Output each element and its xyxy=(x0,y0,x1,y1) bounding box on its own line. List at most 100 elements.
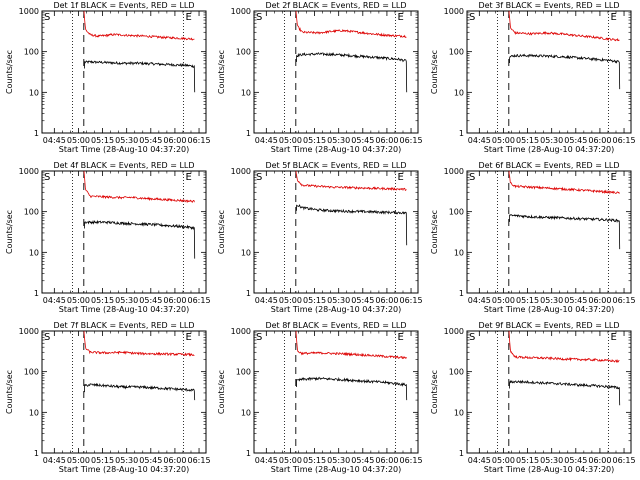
start-marker-label: S xyxy=(44,12,50,23)
start-marker-label: S xyxy=(469,12,475,23)
panel-title: Det 5f BLACK = Events, RED = LLD xyxy=(265,161,406,170)
x-tick-label: 05:15 xyxy=(516,296,539,305)
y-axis-label: Counts/sec xyxy=(5,210,14,254)
x-axis-label: Start Time (28-Aug-10 04:37:20) xyxy=(484,145,615,154)
y-tick-label: 10 xyxy=(241,88,251,97)
x-axis-label: Start Time (28-Aug-10 04:37:20) xyxy=(484,465,615,474)
x-axis-label: Start Time (28-Aug-10 04:37:20) xyxy=(271,145,402,154)
panel-det-5: Det 5f BLACK = Events, RED = LLD 1 10 100 10… xyxy=(217,161,423,314)
x-tick-label: 06:00 xyxy=(375,456,398,465)
x-tick-label: 05:45 xyxy=(351,456,374,465)
events-series-line xyxy=(296,376,408,401)
x-tick-label: 06:15 xyxy=(188,456,211,465)
y-axis-label: Counts/sec xyxy=(5,50,14,94)
lld-series-line xyxy=(295,331,407,360)
panel-title: Det 2f BLACK = Events, RED = LLD xyxy=(265,1,406,10)
y-tick-label: 1000 xyxy=(444,7,464,16)
plot-frame xyxy=(253,330,419,454)
events-series-line xyxy=(84,60,196,93)
x-axis-label: Start Time (28-Aug-10 04:37:20) xyxy=(271,305,402,314)
x-tick-label: 04:45 xyxy=(43,296,66,305)
x-tick-label: 05:30 xyxy=(327,296,350,305)
y-tick-label: 1 xyxy=(246,289,251,298)
x-tick-label: 04:45 xyxy=(468,136,491,145)
x-tick-label: 05:15 xyxy=(91,456,114,465)
x-tick-label: 05:15 xyxy=(516,456,539,465)
x-tick-label: 06:00 xyxy=(163,296,186,305)
x-tick-label: 05:00 xyxy=(492,136,515,145)
y-tick-label: 100 xyxy=(24,208,39,217)
panel-title: Det 7f BLACK = Events, RED = LLD xyxy=(53,321,194,330)
y-tick-label: 10 xyxy=(29,408,39,417)
end-marker-label: E xyxy=(185,332,191,343)
x-tick-label: 05:45 xyxy=(564,296,587,305)
panel-det-2: Det 2f BLACK = Events, RED = LLD 1 10 100 10… xyxy=(217,1,423,154)
y-axis-label: Counts/sec xyxy=(430,370,439,414)
plot-frame xyxy=(253,10,419,134)
y-tick-label: 1000 xyxy=(19,327,39,336)
x-tick-label: 05:45 xyxy=(351,296,374,305)
end-marker-label: E xyxy=(397,332,403,343)
panel-det-6: Det 6f BLACK = Events, RED = LLD 1 10 100 10… xyxy=(430,161,636,314)
x-tick-label: 05:00 xyxy=(492,296,515,305)
start-marker-label: S xyxy=(469,172,475,183)
y-tick-label: 1 xyxy=(246,449,251,458)
x-axis-label: Start Time (28-Aug-10 04:37:20) xyxy=(484,305,615,314)
events-series-line xyxy=(509,214,621,250)
x-tick-label: 06:15 xyxy=(613,456,636,465)
plot-frame xyxy=(253,170,419,294)
x-tick-label: 04:45 xyxy=(468,296,491,305)
x-tick-label: 06:00 xyxy=(375,136,398,145)
x-tick-label: 06:15 xyxy=(400,456,423,465)
events-series-line xyxy=(84,219,196,259)
x-tick-label: 05:00 xyxy=(67,296,90,305)
y-tick-label: 10 xyxy=(29,248,39,257)
y-tick-label: 1 xyxy=(34,449,39,458)
x-tick-label: 05:45 xyxy=(139,136,162,145)
x-tick-label: 05:00 xyxy=(67,456,90,465)
y-tick-label: 100 xyxy=(449,368,464,377)
lld-series-line xyxy=(508,331,620,364)
x-tick-label: 05:30 xyxy=(115,456,138,465)
end-marker-label: E xyxy=(610,172,616,183)
start-marker-label: S xyxy=(256,332,262,343)
start-marker-label: S xyxy=(44,332,50,343)
lld-series-line xyxy=(83,331,195,357)
y-tick-label: 10 xyxy=(454,408,464,417)
x-tick-label: 06:00 xyxy=(588,456,611,465)
panel-det-7: Det 7f BLACK = Events, RED = LLD 1 10 100 10… xyxy=(5,321,211,474)
x-tick-label: 05:30 xyxy=(540,296,563,305)
panel-title: Det 9f BLACK = Events, RED = LLD xyxy=(478,321,619,330)
end-marker-label: E xyxy=(185,12,191,23)
end-marker-label: E xyxy=(397,12,403,23)
x-tick-label: 04:45 xyxy=(255,136,278,145)
x-tick-label: 05:15 xyxy=(303,136,326,145)
x-tick-label: 05:00 xyxy=(67,136,90,145)
x-tick-label: 05:30 xyxy=(540,136,563,145)
events-series-line xyxy=(296,204,408,246)
panel-title: Det 3f BLACK = Events, RED = LLD xyxy=(478,1,619,10)
x-tick-label: 05:15 xyxy=(516,136,539,145)
plot-frame xyxy=(41,10,207,134)
x-tick-label: 05:15 xyxy=(303,456,326,465)
x-tick-label: 06:15 xyxy=(188,296,211,305)
y-tick-label: 100 xyxy=(449,48,464,57)
y-tick-label: 10 xyxy=(241,248,251,257)
y-tick-label: 100 xyxy=(236,208,251,217)
x-tick-label: 06:15 xyxy=(613,296,636,305)
y-tick-label: 1 xyxy=(34,289,39,298)
y-tick-label: 1000 xyxy=(231,327,251,336)
x-tick-label: 04:45 xyxy=(255,456,278,465)
y-axis-label: Counts/sec xyxy=(217,370,226,414)
y-tick-label: 1 xyxy=(246,129,251,138)
lld-series-line xyxy=(83,11,195,41)
y-tick-label: 1000 xyxy=(19,167,39,176)
x-tick-label: 05:00 xyxy=(279,136,302,145)
lld-series-line xyxy=(83,171,195,204)
y-tick-label: 1000 xyxy=(444,167,464,176)
x-tick-label: 05:45 xyxy=(564,136,587,145)
x-axis-label: Start Time (28-Aug-10 04:37:20) xyxy=(59,145,190,154)
x-tick-label: 05:45 xyxy=(351,136,374,145)
y-tick-label: 100 xyxy=(236,48,251,57)
